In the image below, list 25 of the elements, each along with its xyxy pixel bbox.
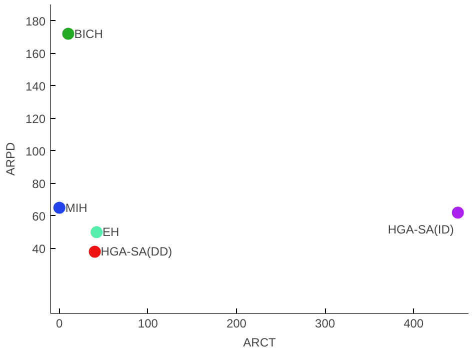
y-tick-label: 60 [32, 209, 46, 224]
y-tick-label: 80 [32, 176, 46, 191]
annotation: BICH [74, 26, 103, 41]
annotation: HGA-SA(ID) [388, 222, 454, 237]
x-tick-label: 100 [138, 316, 158, 330]
x-tick-label: 300 [315, 316, 336, 330]
point [62, 28, 74, 40]
y-axis-title: ARPD [3, 142, 18, 176]
point [90, 226, 103, 238]
y-tick-label: 140 [25, 79, 46, 94]
x-tick-label: 0 [56, 316, 64, 330]
annotation: HGA-SA(DD) [100, 244, 172, 259]
y-tick-label: 180 [25, 14, 46, 28]
x-tick-label: 200 [226, 316, 247, 330]
point [88, 246, 101, 258]
x-axis-title: ARCT [243, 336, 277, 350]
y-tick-label: 160 [25, 46, 46, 61]
annotation: EH [102, 225, 120, 240]
y-tick-label: 120 [25, 112, 46, 126]
annotation: MIH [65, 200, 88, 215]
point [452, 206, 464, 219]
y-tick-label: 100 [25, 144, 46, 158]
y-tick-label: 40 [32, 242, 46, 256]
point [53, 202, 66, 214]
x-tick-label: 400 [404, 316, 424, 330]
